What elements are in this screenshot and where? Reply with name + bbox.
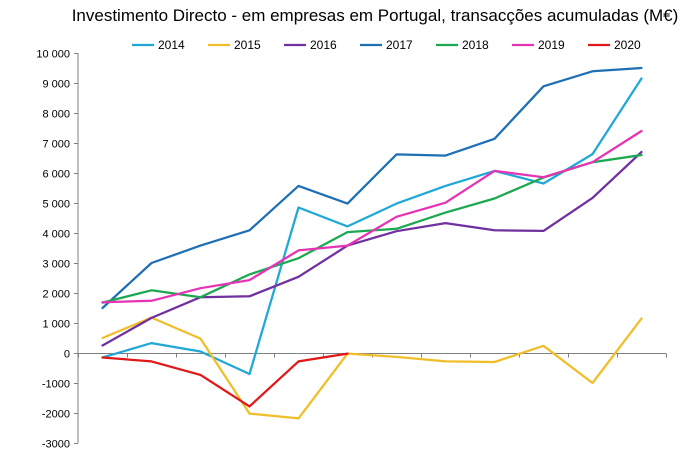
series-line-2018 xyxy=(101,153,643,304)
legend-item-2017: 2017 xyxy=(360,38,413,52)
y-tick-label: -2000 xyxy=(42,409,70,421)
series-line-2015 xyxy=(101,316,643,420)
legend-item-2014: 2014 xyxy=(132,38,185,52)
y-tick-label: 6 000 xyxy=(42,169,70,181)
y-tick-label: 3 000 xyxy=(42,259,70,271)
y-tick-label: -1000 xyxy=(42,379,70,391)
series-line-2016 xyxy=(101,150,643,347)
legend-label: 2020 xyxy=(614,38,641,52)
legend-item-2016: 2016 xyxy=(284,38,337,52)
y-tick-label: 1 000 xyxy=(42,319,70,331)
legend-label: 2017 xyxy=(386,38,413,52)
y-tick-label: 4 000 xyxy=(42,229,70,241)
legend-item-2020: 2020 xyxy=(588,38,641,52)
y-tick-label: 7 000 xyxy=(42,139,70,151)
series-line-2020 xyxy=(101,352,349,408)
legend-item-2015: 2015 xyxy=(208,38,261,52)
axes xyxy=(74,53,667,444)
y-tick-label: 10 000 xyxy=(36,49,70,61)
legend-item-2018: 2018 xyxy=(436,38,489,52)
legend-label: 2014 xyxy=(158,38,185,52)
legend: 2014 2015 2016 2017 2018 2019 2020 xyxy=(132,38,641,52)
chart-title: Investimento Directo - em empresas em Po… xyxy=(71,6,679,25)
legend-label: 2016 xyxy=(310,38,337,52)
y-axis-tick-labels: -3000 -2000 -1000 0 1 000 2 000 3 000 4 000 5 00… xyxy=(36,49,70,451)
y-tick-label: -3000 xyxy=(42,439,70,451)
y-tick-label: 9 000 xyxy=(42,79,70,91)
y-tick-label: 0 xyxy=(64,349,70,361)
series-line-2014 xyxy=(101,77,643,376)
series-lines xyxy=(101,66,643,420)
series-line-2019 xyxy=(101,129,643,304)
series-line-2017 xyxy=(101,66,643,310)
legend-item-2019: 2019 xyxy=(512,38,565,52)
y-tick-label: 8 000 xyxy=(42,109,70,121)
legend-label: 2015 xyxy=(234,38,261,52)
legend-label: 2019 xyxy=(538,38,565,52)
legend-label: 2018 xyxy=(462,38,489,52)
y-tick-label: 2 000 xyxy=(42,289,70,301)
y-tick-label: 5 000 xyxy=(42,199,70,211)
